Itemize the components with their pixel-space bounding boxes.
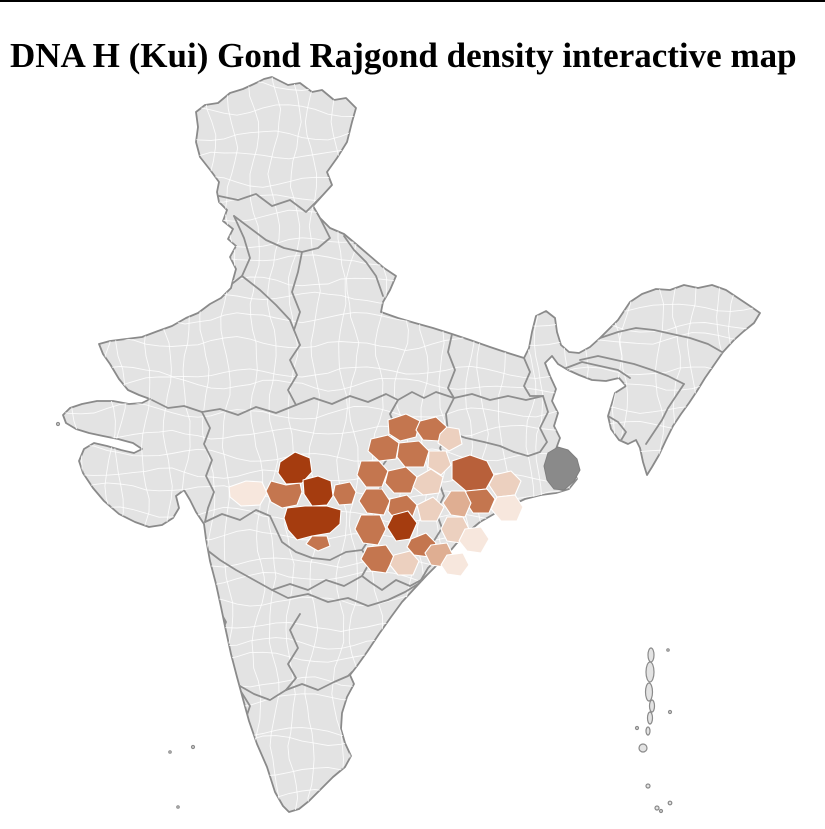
district-region[interactable] [442, 490, 472, 518]
district-region[interactable] [265, 480, 303, 509]
sundarbans-no-data-region [543, 446, 581, 491]
district-region[interactable] [354, 514, 387, 546]
district-region[interactable] [305, 535, 331, 552]
district-region[interactable] [396, 440, 430, 468]
district-region[interactable] [490, 494, 524, 522]
district-region[interactable] [386, 510, 418, 542]
district-region[interactable] [389, 550, 420, 576]
district-region[interactable] [412, 468, 444, 496]
density-districts [228, 413, 524, 577]
district-region[interactable] [458, 526, 490, 554]
district-region[interactable] [302, 475, 334, 507]
district-region[interactable] [437, 426, 463, 452]
district-region[interactable] [358, 488, 391, 516]
district-region[interactable] [416, 496, 445, 522]
islands [55, 421, 673, 814]
district-region[interactable] [384, 466, 418, 494]
district-region[interactable] [356, 460, 389, 488]
district-region[interactable] [332, 481, 357, 506]
district-region[interactable] [387, 413, 421, 442]
district-region[interactable] [427, 450, 452, 476]
top-rule [0, 0, 825, 2]
district-region[interactable] [228, 480, 268, 507]
district-region[interactable] [440, 552, 470, 577]
district-region[interactable] [367, 434, 400, 462]
page-title: DNA H (Kui) Gond Rajgond density interac… [10, 36, 797, 76]
district-region[interactable] [360, 544, 395, 574]
district-region[interactable] [283, 505, 342, 541]
district-region[interactable] [277, 451, 313, 485]
